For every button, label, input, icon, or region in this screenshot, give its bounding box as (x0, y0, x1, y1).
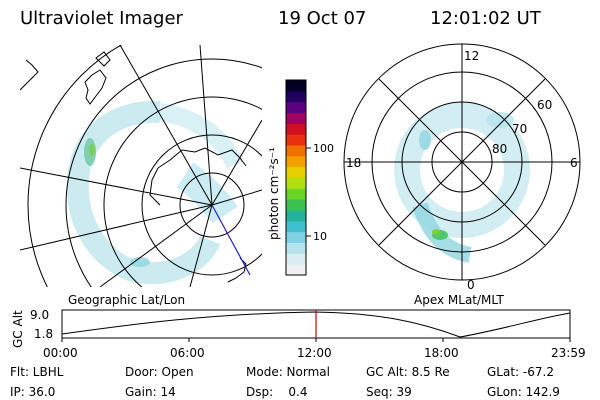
mlat-label-70: 70 (512, 122, 527, 136)
colorbar-segment (286, 177, 306, 189)
coastlines (20, 51, 247, 283)
altitude-plot: 9.0 1.8 GC Alt 00:00 06:00 12:00 18:00 2… (11, 308, 586, 360)
altitude-xtick-2359: 23:59 (551, 346, 586, 360)
instrument-title: Ultraviolet Imager (20, 8, 183, 29)
altitude-ylabel: GC Alt (11, 310, 25, 348)
colorbar-segment (286, 242, 306, 254)
magnetic-noon-line (211, 204, 251, 276)
polar-grid (343, 43, 581, 281)
info-door: Door: Open (125, 365, 194, 379)
info-filter: Flt: LBHL (10, 365, 64, 379)
colorbar-segment (286, 253, 306, 265)
latitude-circles (27, 45, 262, 287)
info-gain: Gain: 14 (125, 385, 176, 399)
info-gc-alt: GC Alt: 8.5 Re (366, 365, 450, 379)
altitude-xtick-1800: 18:00 (424, 346, 459, 360)
colorbar-segment (286, 90, 306, 103)
info-mode: Mode: Normal (246, 365, 330, 379)
altitude-xtick-0000: 00:00 (43, 346, 78, 360)
colorbar-frame (285, 79, 307, 276)
colorbar-tick-100: 100 (313, 142, 334, 155)
altitude-curve (61, 311, 571, 338)
colorbar-segment (286, 123, 306, 135)
info-ip: IP: 36.0 (10, 385, 56, 399)
colorbar-segment (286, 166, 306, 178)
colorbar-segment (286, 231, 306, 243)
colorbar-segment (286, 264, 306, 276)
observation-date: 19 Oct 07 (278, 8, 367, 29)
colorbar-segment (286, 145, 306, 157)
colorbar-segment (286, 220, 306, 233)
info-seq: Seq: 39 (366, 385, 412, 399)
info-glon: GLon: 142.9 (487, 385, 560, 399)
colorbar-segment (286, 80, 306, 92)
colorbar (286, 80, 306, 276)
colorbar-segment (286, 188, 306, 200)
right-map-caption: Apex MLat/MLT (414, 293, 504, 307)
mlat-label-60: 60 (537, 98, 552, 112)
left-map-caption: Geographic Lat/Lon (68, 293, 185, 307)
mlt-label-0: 0 (467, 278, 475, 292)
altitude-ytick-max: 9.0 (30, 308, 49, 322)
colorbar-segment (286, 101, 306, 113)
mlt-label-18: 18 (346, 156, 361, 170)
altitude-xtick-0600: 06:00 (170, 346, 205, 360)
colorbar-segment (286, 134, 306, 146)
meridians (20, 45, 262, 287)
colorbar-segment (286, 112, 306, 124)
observation-time: 12:01:02 UT (430, 8, 541, 29)
altitude-xtick-1200: 12:00 (297, 346, 332, 360)
mlt-label-12: 12 (464, 49, 479, 63)
mlt-label-6: 6 (570, 156, 578, 170)
colorbar-segment (286, 210, 306, 222)
mlat-label-80: 80 (492, 142, 507, 156)
colorbar-segment (286, 155, 306, 168)
colorbar-segment (286, 199, 306, 211)
altitude-ytick-min: 1.8 (34, 327, 53, 341)
info-glat: GLat: -67.2 (487, 365, 554, 379)
geographic-map (20, 45, 262, 287)
info-dsp: Dsp: 0.4 (246, 385, 308, 399)
colorbar-tick-10: 10 (313, 230, 327, 243)
geographic-aurora (66, 100, 244, 285)
colorbar-label: photon cm⁻²s⁻¹ (267, 147, 281, 240)
